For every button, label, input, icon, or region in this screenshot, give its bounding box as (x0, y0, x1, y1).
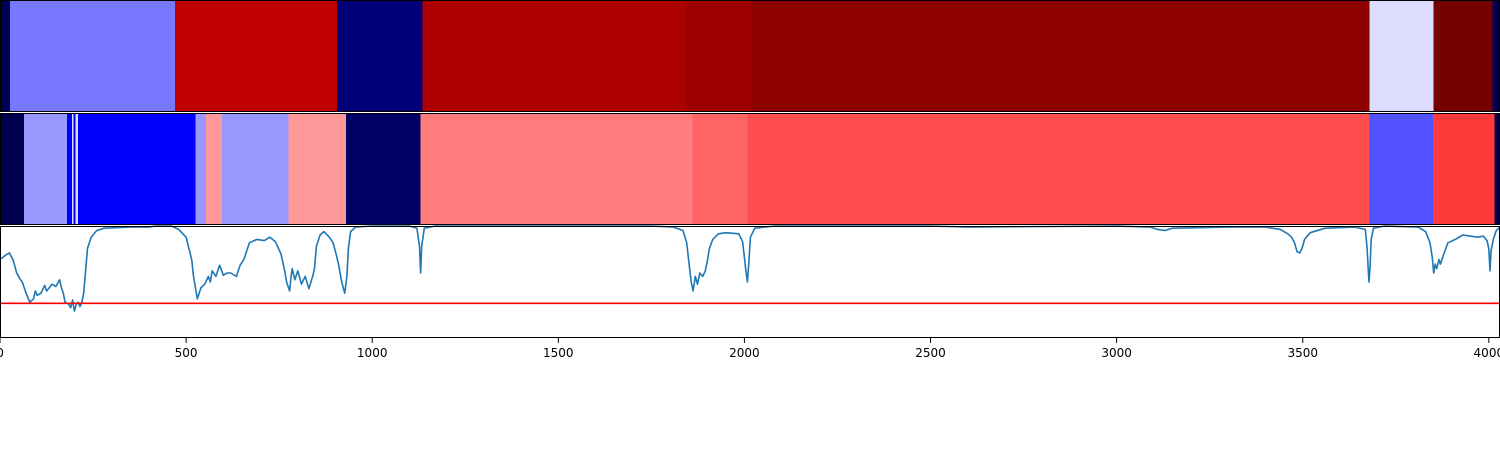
heatmap-cell (77, 113, 196, 225)
heatmap-cell (336, 0, 423, 112)
x-tick-label: 2000 (729, 346, 760, 360)
x-tick-label: 3500 (1287, 346, 1318, 360)
heatmap-cell (684, 0, 752, 112)
heatmap-cell (24, 113, 67, 225)
heatmap-cell (1369, 0, 1434, 112)
heatmap-cell (751, 0, 1370, 112)
heatmap-cell (420, 113, 693, 225)
heatmap-cell (1433, 113, 1495, 225)
line-track (0, 225, 1500, 338)
x-tick-label: 500 (175, 346, 198, 360)
x-axis: 0 500 1000 1500 2000 2500 3000 3500 4000 (0, 338, 1500, 360)
x-tick-label: 1000 (357, 346, 388, 360)
heatmap-cell (174, 0, 337, 112)
heatmap-cell (1494, 113, 1500, 225)
heatmap-cell (73, 113, 76, 225)
heatmap-cell (692, 113, 748, 225)
x-tick-label: 2500 (915, 346, 946, 360)
x-tick-label: 0 (0, 346, 4, 360)
heatmap-cell (75, 113, 78, 225)
heatmap-cell (288, 113, 347, 225)
heatmap-cell (0, 0, 11, 112)
heatmap-cell (10, 0, 175, 112)
heatmap-cell (222, 113, 289, 225)
heatmap-cell (0, 113, 25, 225)
series-line (0, 225, 1500, 312)
heatmap-cell (1369, 113, 1434, 225)
heatmap-cell (422, 0, 685, 112)
x-tick-label: 1500 (543, 346, 574, 360)
heatmap-cell (71, 113, 74, 225)
heatmap-cell (66, 113, 72, 225)
heatmap-track-1 (0, 0, 1500, 112)
heatmap-cell (205, 113, 223, 225)
heatmap-cell (747, 113, 1370, 225)
heatmap-cell (1433, 0, 1493, 112)
x-tick-label: 4000 (1474, 346, 1500, 360)
heatmap-cell (1492, 0, 1500, 112)
heatmap-cell (195, 113, 206, 225)
heatmap-cell (346, 113, 421, 225)
heatmap-track-2 (0, 113, 1500, 225)
x-tick-label: 3000 (1101, 346, 1132, 360)
